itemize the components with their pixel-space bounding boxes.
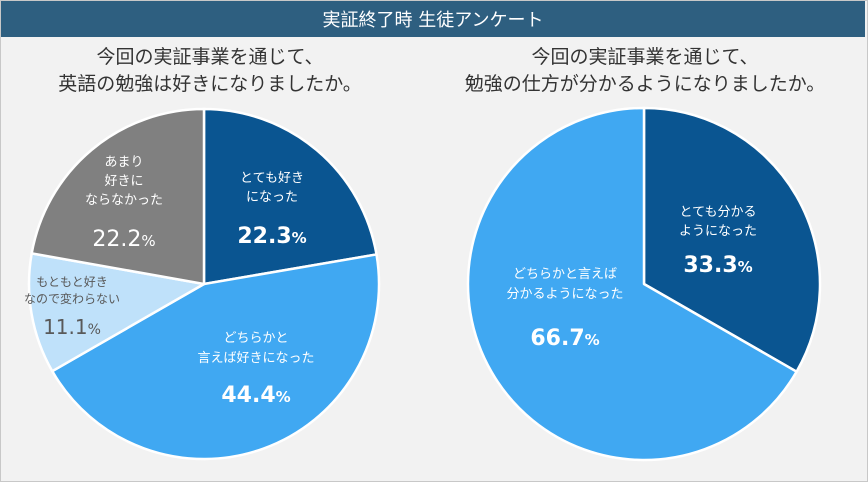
pie-left-slice-3-label-line-2: なので変わらない [24,291,120,306]
pie-right-slice-2-label-line-1: どちらかと言えば [513,267,617,282]
pie-left-slice-2-label-line-1: どちらかと [223,331,288,346]
header-title: 実証終了時 生徒アンケート [322,10,544,31]
pie-right-slice-2-label-line-2: 分かるようになった [506,287,623,302]
pie-left-slice-2-label-line-2: 言えば好きになった [197,351,314,366]
pie-left-slice-4-label-line-1: あまり [104,155,143,170]
pie-left-slice-4 [30,107,206,286]
pie-left-slice-1-label-line-1: とても好き [240,171,304,186]
pie-left-slice-4-value: 22.2% [92,227,155,252]
pie-right-slice-1 [642,106,822,373]
pie-right-title: 今回の実証事業を通じて、 勉強の仕方が分かるようになりましたか。 [440,44,850,98]
pie-left-title: 今回の実証事業を通じて、 英語の勉強は好きになりましたか。 [10,44,410,98]
pie-right-slice-1-label-line-1: とても分かる [680,205,757,220]
pie-right-slice-2-value: 66.7% [530,326,599,351]
pie-left-slice-3-value: 11.1% [43,315,101,339]
pie-left-slice-1-label-line-2: になった [246,190,298,205]
pie-right-slice-2 [466,106,798,462]
pie-left-slice-1-value: 22.3% [237,224,306,249]
pie-right-title-line-2: 勉強の仕方が分かるようになりましたか。 [464,73,826,95]
pie-left-slice-3-label-line-1: もともと好き [36,275,108,289]
pie-left-title-line-2: 英語の勉強は好きになりましたか。 [58,73,362,95]
pie-right-slice-1-value: 33.3% [683,253,752,278]
pie-left-slice-4-label-line-2: 好きに [104,174,143,189]
pie-left-slice-2 [51,253,381,461]
pie-left-slice-2-value: 44.4% [221,383,290,408]
pie-right-title-line-1: 今回の実証事業を通じて、 [531,46,759,68]
header-bar: 実証終了時 生徒アンケート [1,1,865,37]
pie-left-slice-3 [27,252,206,373]
pie-left-slice-1 [202,107,378,286]
pie-left-slice-4-label-line-3: ならなかった [85,193,163,208]
pie-left-title-line-1: 今回の実証事業を通じて、 [96,46,324,68]
pie-right-slice-1-label-line-2: ようになった [679,224,757,239]
